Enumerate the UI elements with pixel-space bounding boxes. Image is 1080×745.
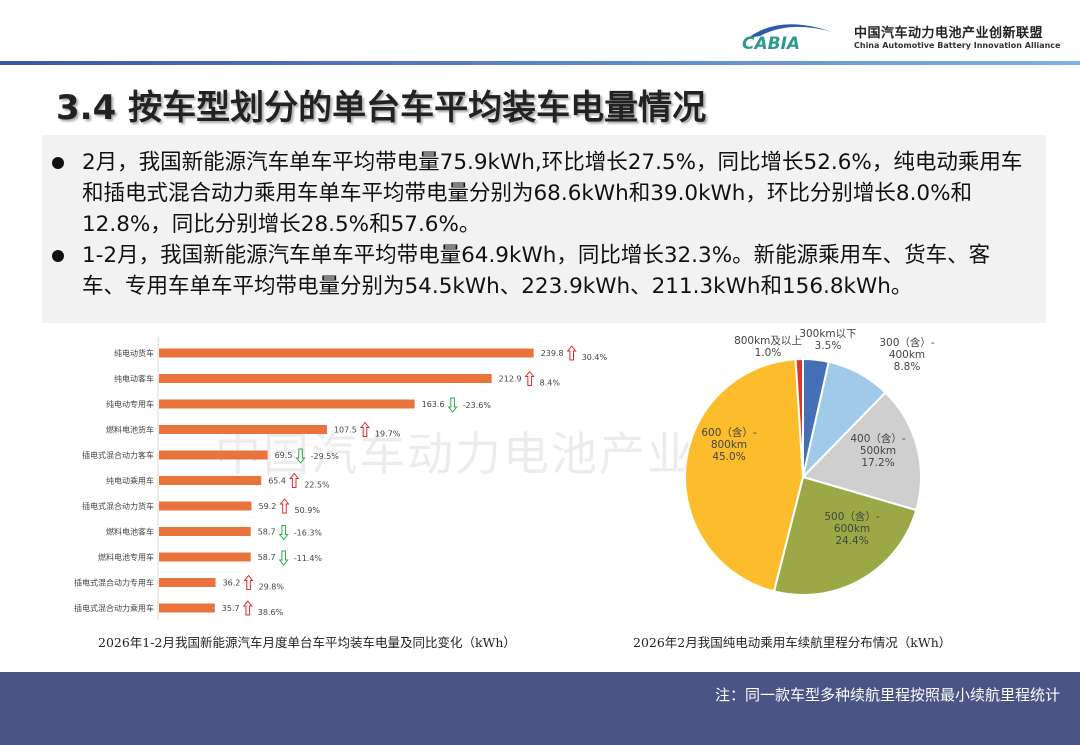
bullet-february: 2月，我国新能源汽车单车平均带电量75.9kWh,环比增长27.5%，同比增长5… xyxy=(52,147,1030,240)
pie-slice xyxy=(684,358,805,593)
bar xyxy=(159,527,251,536)
pie-slice-name: 400（含）-500km xyxy=(850,433,906,457)
org-name-en: China Automotive Battery Innovation Alli… xyxy=(854,41,1061,50)
bar-yoy-label: -16.3% xyxy=(294,529,323,538)
bar xyxy=(159,603,215,613)
arrow-up-icon xyxy=(359,421,371,437)
bar-category-label: 燃料电池客车 xyxy=(106,527,154,537)
bar-yoy-label: 38.6% xyxy=(258,608,284,617)
arrow-down-icon xyxy=(447,397,458,413)
bar-category-label: 插电式混合动力货车 xyxy=(82,501,154,511)
pie-slice-label: 400（含）-500km 17.2% xyxy=(848,433,908,469)
pie-slice xyxy=(794,357,804,478)
bar-category-label: 插电式混合动力专用车 xyxy=(74,578,154,588)
bar-value-label: 163.6 xyxy=(422,400,445,409)
bar-value-label: 58.7 xyxy=(258,528,276,537)
arrow-up-icon xyxy=(566,345,577,361)
pie-slice-label: 300（含）-400km 8.8% xyxy=(877,337,937,373)
bar-yoy-label: 22.5% xyxy=(304,481,330,490)
bar xyxy=(159,399,415,409)
bar xyxy=(159,476,262,485)
bar-value-label: 212.9 xyxy=(499,375,522,384)
bar-yoy-label: 30.4% xyxy=(582,353,608,362)
bar-value-label: 69.5 xyxy=(275,451,293,460)
pie-slice-percent: 45.0% xyxy=(712,451,746,463)
pie-chart-caption: 2026年2月我国纯电动乘用车续航里程分布情况（kWh） xyxy=(633,635,952,650)
bar xyxy=(159,450,268,460)
bar-category-label: 燃料电池专用车 xyxy=(98,552,154,562)
bar-value-label: 59.2 xyxy=(259,502,277,511)
pie-slice xyxy=(772,475,918,596)
pie-slice-name: 300km以下 xyxy=(799,328,857,340)
pie-slice-name: 300（含）-400km xyxy=(879,337,935,361)
pie-slice-percent: 8.8% xyxy=(893,361,921,373)
pie-slice xyxy=(801,391,922,512)
pie-slice-percent: 17.2% xyxy=(861,457,895,469)
bar-yoy-label: -29.5% xyxy=(311,452,340,461)
arrow-up-icon xyxy=(289,472,300,488)
bullet-jan-feb: 1-2月，我国新能源汽车单车平均带电量64.9kWh，同比增长32.3%。新能源… xyxy=(52,240,1030,302)
footer-note: 注：同一款车型多种续航里程按照最小续航里程统计 xyxy=(714,686,1060,704)
bar-category-label: 纯电动专用车 xyxy=(106,399,154,409)
bar-yoy-label: 50.9% xyxy=(295,506,321,515)
bar xyxy=(159,501,252,511)
bar-yoy-label: 8.4% xyxy=(540,379,561,388)
pie-slice-label: 300km以下 3.5% xyxy=(783,328,873,352)
pie-slice-label: 800km及以上 1.0% xyxy=(723,335,813,359)
bar-category-label: 纯电动货车 xyxy=(114,348,154,358)
bar xyxy=(159,552,251,562)
bar xyxy=(159,578,216,587)
bar-value-label: 36.2 xyxy=(223,579,241,588)
pie-slice-percent: 3.5% xyxy=(814,340,842,352)
bar-value-label: 65.4 xyxy=(268,477,286,486)
pie-chart xyxy=(684,357,922,596)
bar-value-label: 58.7 xyxy=(258,553,276,562)
bar-value-label: 239.8 xyxy=(541,349,564,358)
bar-chart-caption: 2026年1-2月我国新能源汽车月度单台车平均装车电量及同比变化（kWh） xyxy=(98,635,516,650)
bar-yoy-label: 19.7% xyxy=(375,430,401,439)
cabia-logo: CABIA 中国汽车动力电池产业创新联盟 China Automotive Ba… xyxy=(740,16,1080,56)
bar-chart: 纯电动货车 239.8 30.4% 纯电动客车 212.9 8.4% 纯电动专用车 163.6… xyxy=(74,337,608,620)
pie-slice-percent: 1.0% xyxy=(754,347,782,359)
page-title: 3.4 按车型划分的单台车平均装车电量情况 xyxy=(56,88,707,128)
pie-slice-name: 800km及以上 xyxy=(734,335,802,347)
bar-category-label: 纯电动乘用车 xyxy=(106,476,154,486)
pie-slice-name: 600（含）-800km xyxy=(701,427,757,451)
bar-category-label: 纯电动客车 xyxy=(114,374,154,384)
pie-labels: 300km以下 3.5% 300（含）-400km 8.8% 400（含）-500km 1… xyxy=(660,325,960,605)
arrow-up-icon xyxy=(279,498,290,514)
arrow-down-icon xyxy=(295,448,306,464)
pie-slice-label: 600（含）-800km 45.0% xyxy=(699,427,759,463)
summary-box: 2月，我国新能源汽车单车平均带电量75.9kWh,环比增长27.5%，同比增长5… xyxy=(42,135,1046,323)
pie-slice-label: 500（含）-600km 24.4% xyxy=(822,511,882,547)
bar-value-label: 35.7 xyxy=(222,604,240,613)
bar-category-label: 插电式混合动力客车 xyxy=(82,450,154,460)
bar-category-label: 燃料电池货车 xyxy=(106,425,154,435)
org-name-cn: 中国汽车动力电池产业创新联盟 xyxy=(854,26,1044,41)
bar-yoy-label: 29.8% xyxy=(259,583,285,592)
bar xyxy=(159,374,492,383)
arrow-down-icon xyxy=(278,525,289,541)
pie-slice-name: 500（含）-600km xyxy=(824,511,880,535)
bar-yoy-label: -11.4% xyxy=(294,554,323,563)
footer-band: 注：同一款车型多种续航里程按照最小续航里程统计 xyxy=(0,672,1080,745)
arrow-up-icon xyxy=(524,370,535,386)
bar-yoy-label: -23.6% xyxy=(463,401,492,410)
pie-slice-percent: 24.4% xyxy=(835,535,869,547)
header-divider xyxy=(0,61,1080,65)
logo-text: CABIA xyxy=(742,34,800,52)
arrow-up-icon xyxy=(243,574,254,590)
cabia-logo-mark: CABIA xyxy=(742,24,832,52)
bar-category-label: 插电式混合动力乘用车 xyxy=(74,603,154,613)
bar-value-label: 107.5 xyxy=(334,426,357,435)
arrow-up-icon xyxy=(242,600,253,616)
bar xyxy=(159,348,534,358)
bar xyxy=(159,425,327,434)
arrow-down-icon xyxy=(278,550,289,566)
